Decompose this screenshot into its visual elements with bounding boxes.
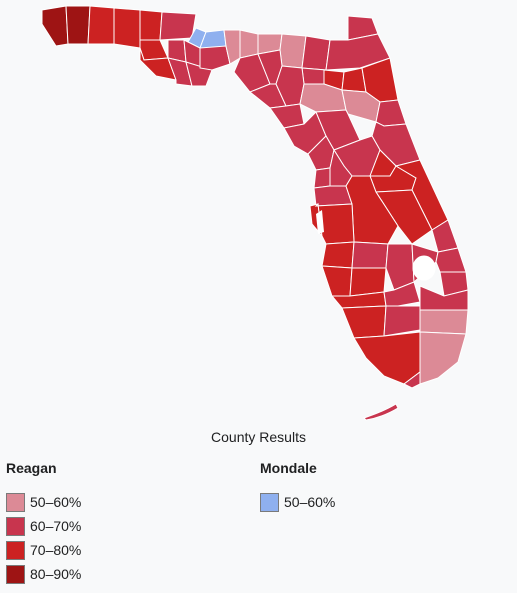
county-region-monroe [403, 371, 421, 389]
legend-swatch [6, 516, 25, 536]
county-region-walton [113, 7, 141, 49]
county-region-washington [139, 39, 169, 61]
legend-item: 50–60% [6, 490, 81, 514]
county-region-broward [419, 309, 469, 335]
county-region-jefferson [223, 29, 241, 65]
county-region-hardee [351, 241, 389, 269]
tampa-bay [316, 210, 324, 234]
legend-item: 50–60% [260, 490, 335, 514]
legend-reagan: Reagan 50–60% 60–70% 70–80% 80–90% [6, 460, 81, 586]
legend-swatch [6, 540, 25, 560]
county-region-hendry [383, 305, 421, 337]
legend-swatch [260, 492, 279, 512]
legend-swatch [6, 564, 25, 584]
legend-heading-reagan: Reagan [6, 460, 57, 476]
county-region-st-lucie [435, 247, 467, 273]
county-region-pasco [313, 185, 353, 207]
county-region-santa-rosa [65, 5, 91, 45]
county-region-collier [353, 331, 421, 385]
legend-mondale: Mondale 50–60% [260, 460, 335, 514]
legend-label: 50–60% [284, 494, 336, 510]
legend-swatch [6, 492, 25, 512]
county-region-highlands [385, 243, 415, 291]
county-region-hernando [313, 167, 331, 189]
county-region-desoto [349, 267, 387, 297]
county-region-columbia [279, 33, 307, 69]
county-region-flagler [375, 99, 407, 127]
county-region-sarasota [321, 265, 353, 297]
county-region-keys [363, 403, 399, 421]
county-region-dade [419, 331, 467, 385]
county-region-gulf [167, 57, 193, 87]
county-region-escambia [41, 5, 69, 47]
legend-heading-mondale: Mondale [260, 460, 317, 476]
county-region-lee [341, 305, 387, 339]
county-results-map [41, 5, 469, 421]
county-region-wakulla [199, 45, 231, 71]
county-region-holmes [139, 9, 163, 41]
county-region-jackson [159, 11, 197, 41]
florida-map-svg [41, 5, 469, 421]
county-region-okaloosa [87, 5, 115, 45]
county-region-manatee [321, 241, 355, 269]
legend-label: 60–70% [30, 518, 82, 534]
legend-item: 80–90% [6, 562, 81, 586]
legend-item: 60–70% [6, 514, 81, 538]
lake-okeechobee [412, 255, 436, 281]
legend-label: 80–90% [30, 566, 82, 582]
legend-label: 50–60% [30, 494, 82, 510]
map-caption: County Results [211, 429, 306, 445]
county-region-baker [301, 35, 331, 71]
county-region-madison [239, 29, 259, 59]
legend-item: 70–80% [6, 538, 81, 562]
legend-label: 70–80% [30, 542, 82, 558]
county-region-union [301, 67, 327, 85]
county-region-dixie [269, 103, 305, 129]
